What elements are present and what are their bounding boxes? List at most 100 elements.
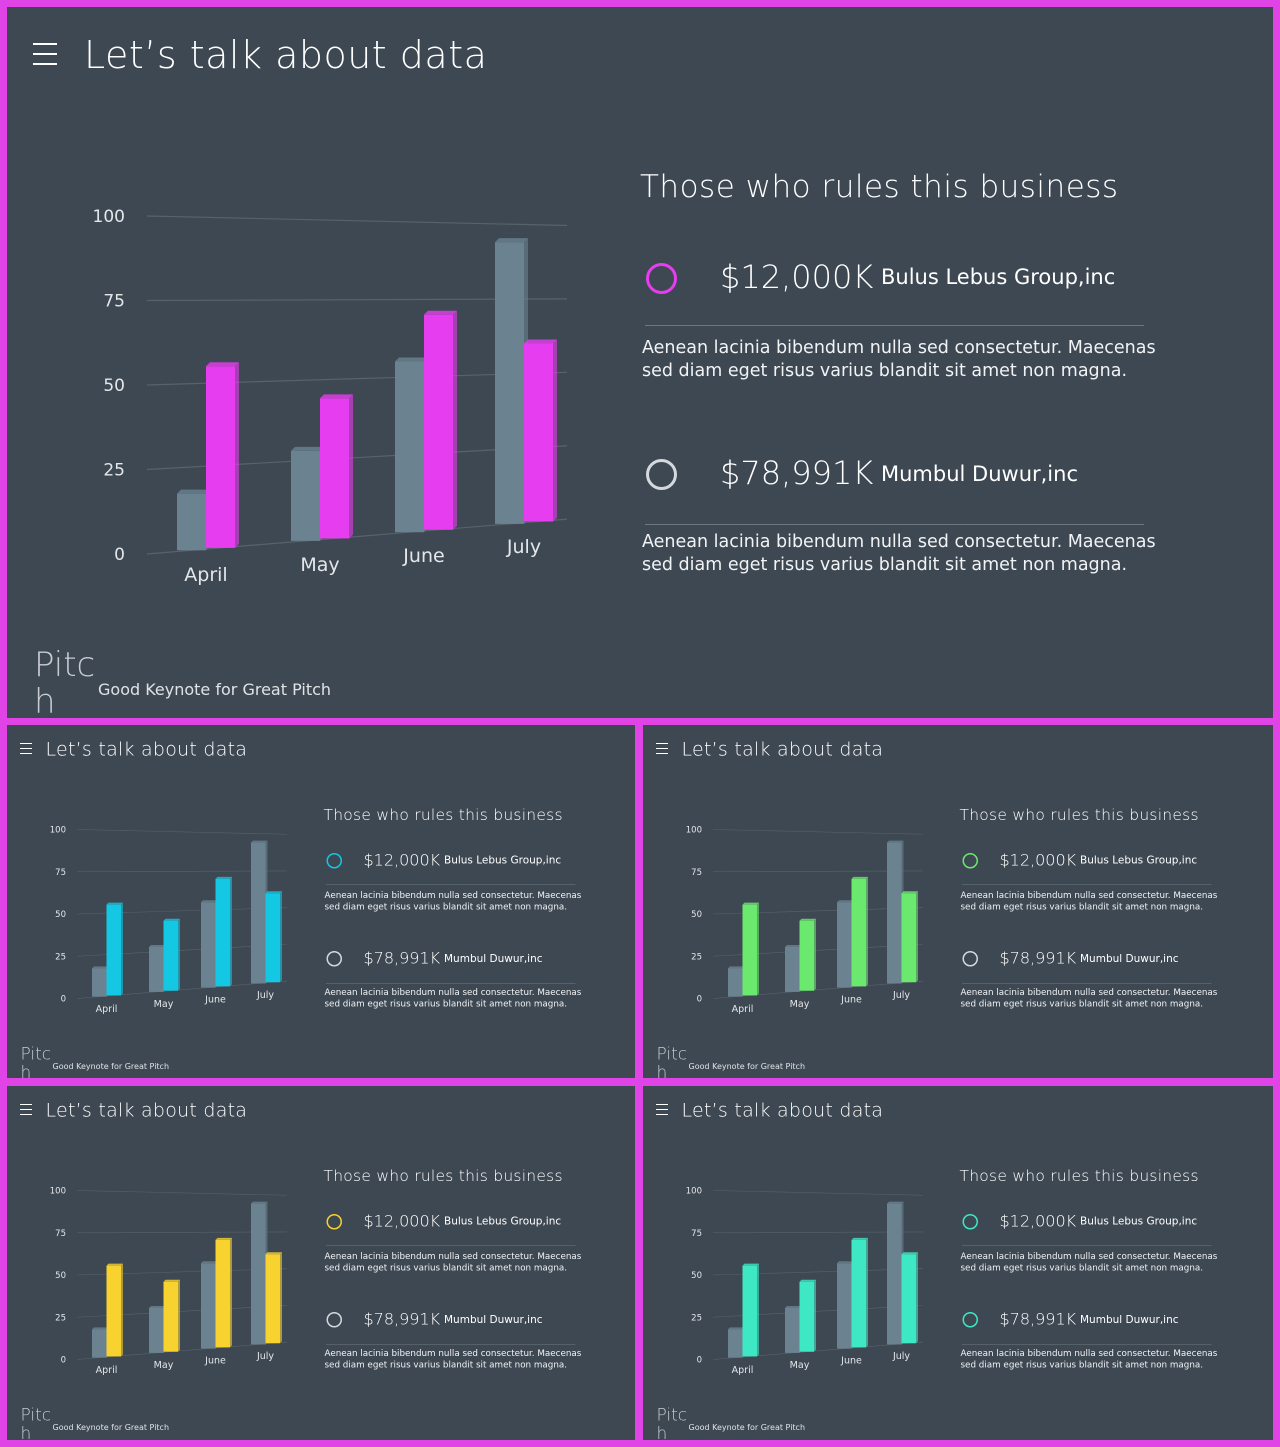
bar-series1-april (92, 1327, 109, 1358)
entry-amount: $12,000K (720, 258, 874, 296)
entry-amount: $12,000K (999, 1211, 1077, 1231)
bar-series1-july (887, 1201, 904, 1345)
bar-series1-may (785, 1305, 802, 1353)
circle-icon (326, 1214, 342, 1230)
y-tick-label: 100 (50, 826, 66, 836)
entry-description: Aenean lacinia bibendum nulla sed consec… (324, 987, 582, 1010)
entry-description: Aenean lacinia bibendum nulla sed consec… (324, 890, 582, 913)
bar-series1-april (177, 489, 210, 551)
divider (962, 1344, 1212, 1345)
entry-company: Bulus Lebus Group,inc (444, 1215, 562, 1227)
slide-title: Let’s talk about data (681, 1099, 884, 1121)
bar-series1-june (837, 900, 854, 988)
entry-company: Mumbul Duwur,inc (881, 462, 1078, 486)
menu-icon[interactable] (656, 743, 668, 754)
bar-series2-april (106, 902, 123, 996)
slide-title: Let’s talk about data (681, 738, 884, 760)
menu-icon[interactable] (656, 1104, 668, 1115)
entry-company: Bulus Lebus Group,inc (881, 265, 1116, 289)
bar-chart: 0 25 50 75 100 April May June July (93, 207, 568, 586)
divider (962, 1245, 1212, 1246)
circle-icon (326, 853, 342, 869)
slide-title: Let’s talk about data (45, 1099, 248, 1121)
x-tick-label: May (300, 554, 339, 576)
bar-series2-july (265, 891, 282, 983)
bar-series1-june (837, 1261, 854, 1349)
x-tick-label: June (204, 1356, 226, 1367)
x-tick-label: July (256, 990, 274, 1001)
bar-series2-june (215, 1237, 232, 1348)
brand-logo: Pitch (656, 1405, 688, 1440)
x-tick-label: May (790, 999, 810, 1010)
y-tick-label: 75 (691, 868, 702, 878)
y-tick-label: 50 (691, 910, 702, 920)
entry-amount: $12,000K (363, 850, 441, 870)
x-tick-label: April (184, 564, 227, 586)
circle-icon (326, 951, 342, 967)
entry-company: Mumbul Duwur,inc (1080, 952, 1179, 965)
entry-amount: $78,991K (999, 1309, 1077, 1329)
x-tick-label: July (256, 1351, 274, 1362)
tagline: Good Keynote for Great Pitch (98, 680, 332, 699)
slide-title: Let’s talk about data (45, 738, 248, 760)
tagline: Good Keynote for Great Pitch (688, 1422, 806, 1433)
menu-icon[interactable] (20, 743, 32, 754)
entry-amount: $78,991K (363, 1309, 441, 1329)
entry-amount: $78,991K (720, 454, 874, 492)
divider (645, 325, 1144, 326)
bar-series1-june (201, 900, 218, 988)
y-tick-label: 100 (50, 1187, 66, 1197)
gridline (146, 215, 568, 227)
y-tick-label: 100 (686, 826, 702, 836)
bar-series2-may (320, 394, 353, 539)
bar-series2-april (742, 1263, 759, 1357)
y-tick-label: 100 (93, 207, 125, 227)
entry-amount: $12,000K (999, 850, 1077, 870)
bar-series2-june (424, 310, 457, 530)
divider (962, 884, 1212, 885)
bar-chart: 0 25 50 75 100 April May June July (50, 826, 288, 1015)
bar-series2-april (742, 902, 759, 996)
bar-series2-june (215, 876, 232, 987)
x-tick-label: June (402, 545, 444, 567)
bar-chart: 0 25 50 75 100 April May June July (50, 1187, 288, 1376)
entry-amount: $78,991K (363, 948, 441, 968)
brand-logo: Pitch (656, 1044, 688, 1078)
circle-icon (962, 1214, 978, 1230)
x-tick-label: July (892, 1351, 910, 1362)
bar-series1-june (201, 1261, 218, 1349)
entry-description: Aenean lacinia bibendum nulla sed consec… (642, 338, 1156, 381)
tagline: Good Keynote for Great Pitch (688, 1061, 806, 1072)
right-heading: Those who rules this business (959, 1167, 1199, 1185)
gridline (146, 518, 568, 555)
entry-description: Aenean lacinia bibendum nulla sed consec… (324, 1251, 582, 1274)
bar-series2-april (206, 362, 239, 548)
x-tick-label: April (732, 1365, 754, 1376)
circle-icon (326, 1312, 342, 1328)
entry-company: Mumbul Duwur,inc (444, 952, 543, 965)
brand-logo: Pitch (20, 1405, 52, 1440)
bar-series2-may (799, 918, 816, 991)
right-heading: Those who rules this business (959, 806, 1199, 824)
bar-series2-june (851, 1237, 868, 1348)
slide-title: Let’s talk about data (84, 33, 488, 77)
bar-chart: 0 25 50 75 100 April May June July (686, 1187, 924, 1376)
y-tick-label: 0 (697, 995, 702, 1005)
menu-icon[interactable] (20, 1104, 32, 1115)
right-heading: Those who rules this business (323, 1167, 563, 1185)
y-tick-label: 50 (55, 1271, 66, 1281)
bar-series2-may (163, 1279, 180, 1352)
x-tick-label: July (506, 536, 541, 558)
entry-description: Aenean lacinia bibendum nulla sed consec… (960, 987, 1218, 1010)
gridline (76, 1341, 288, 1360)
gridline (712, 829, 924, 835)
y-tick-label: 75 (103, 292, 125, 312)
x-tick-label: June (840, 1356, 862, 1367)
divider (326, 1344, 576, 1345)
y-tick-label: 75 (691, 1229, 702, 1239)
divider (326, 1245, 576, 1246)
circle-icon (962, 853, 978, 869)
bar-series1-july (251, 1201, 268, 1345)
x-tick-label: April (96, 1004, 118, 1015)
menu-icon[interactable] (33, 43, 57, 65)
